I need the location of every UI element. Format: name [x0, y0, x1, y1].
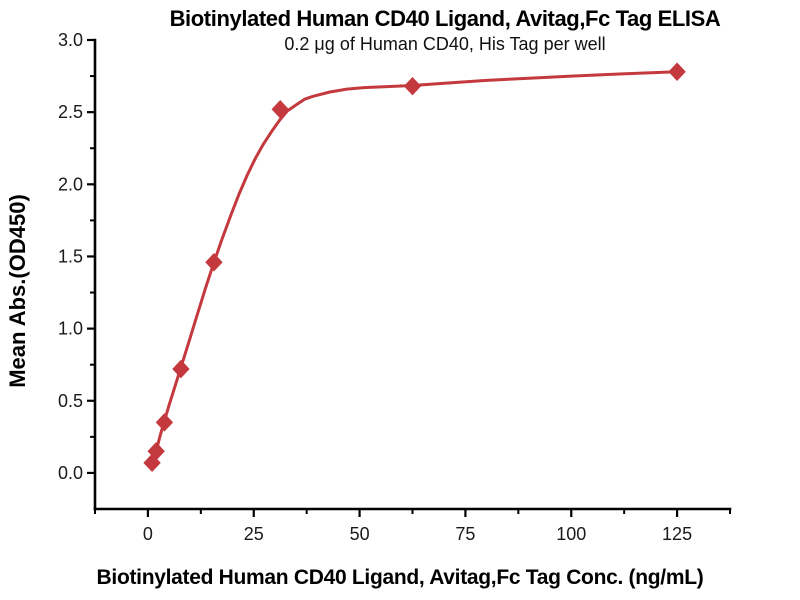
data-point-marker [155, 413, 174, 432]
x-axis-label: Biotinylated Human CD40 Ligand, Avitag,F… [96, 566, 704, 589]
fit-curve [150, 70, 679, 465]
chart-title: Biotinylated Human CD40 Ligand, Avitag,F… [169, 6, 721, 31]
y-tick-label: 0.5 [58, 391, 83, 411]
x-tick-label: 125 [662, 524, 692, 544]
chart-subtitle: 0.2 μg of Human CD40, His Tag per well [284, 34, 606, 54]
data-point-marker [403, 76, 422, 96]
y-tick-label: 1.5 [58, 246, 83, 266]
y-tick-label: 2.0 [58, 174, 83, 194]
x-tick-label: 0 [143, 524, 153, 544]
x-tick-label: 75 [455, 524, 475, 544]
x-tick-label: 25 [244, 524, 264, 544]
y-tick-label: 0.0 [58, 463, 83, 483]
data-point-marker [271, 100, 289, 119]
data-point-marker [172, 359, 190, 379]
data-point-marker [147, 442, 165, 461]
x-tick-label: 100 [556, 524, 586, 544]
y-tick-label: 2.5 [58, 102, 83, 122]
y-tick-label: 3.0 [58, 30, 83, 50]
y-tick-label: 1.0 [58, 319, 83, 339]
x-tick-label: 50 [350, 524, 370, 544]
data-point-marker [205, 253, 223, 272]
data-point-marker [668, 62, 686, 81]
